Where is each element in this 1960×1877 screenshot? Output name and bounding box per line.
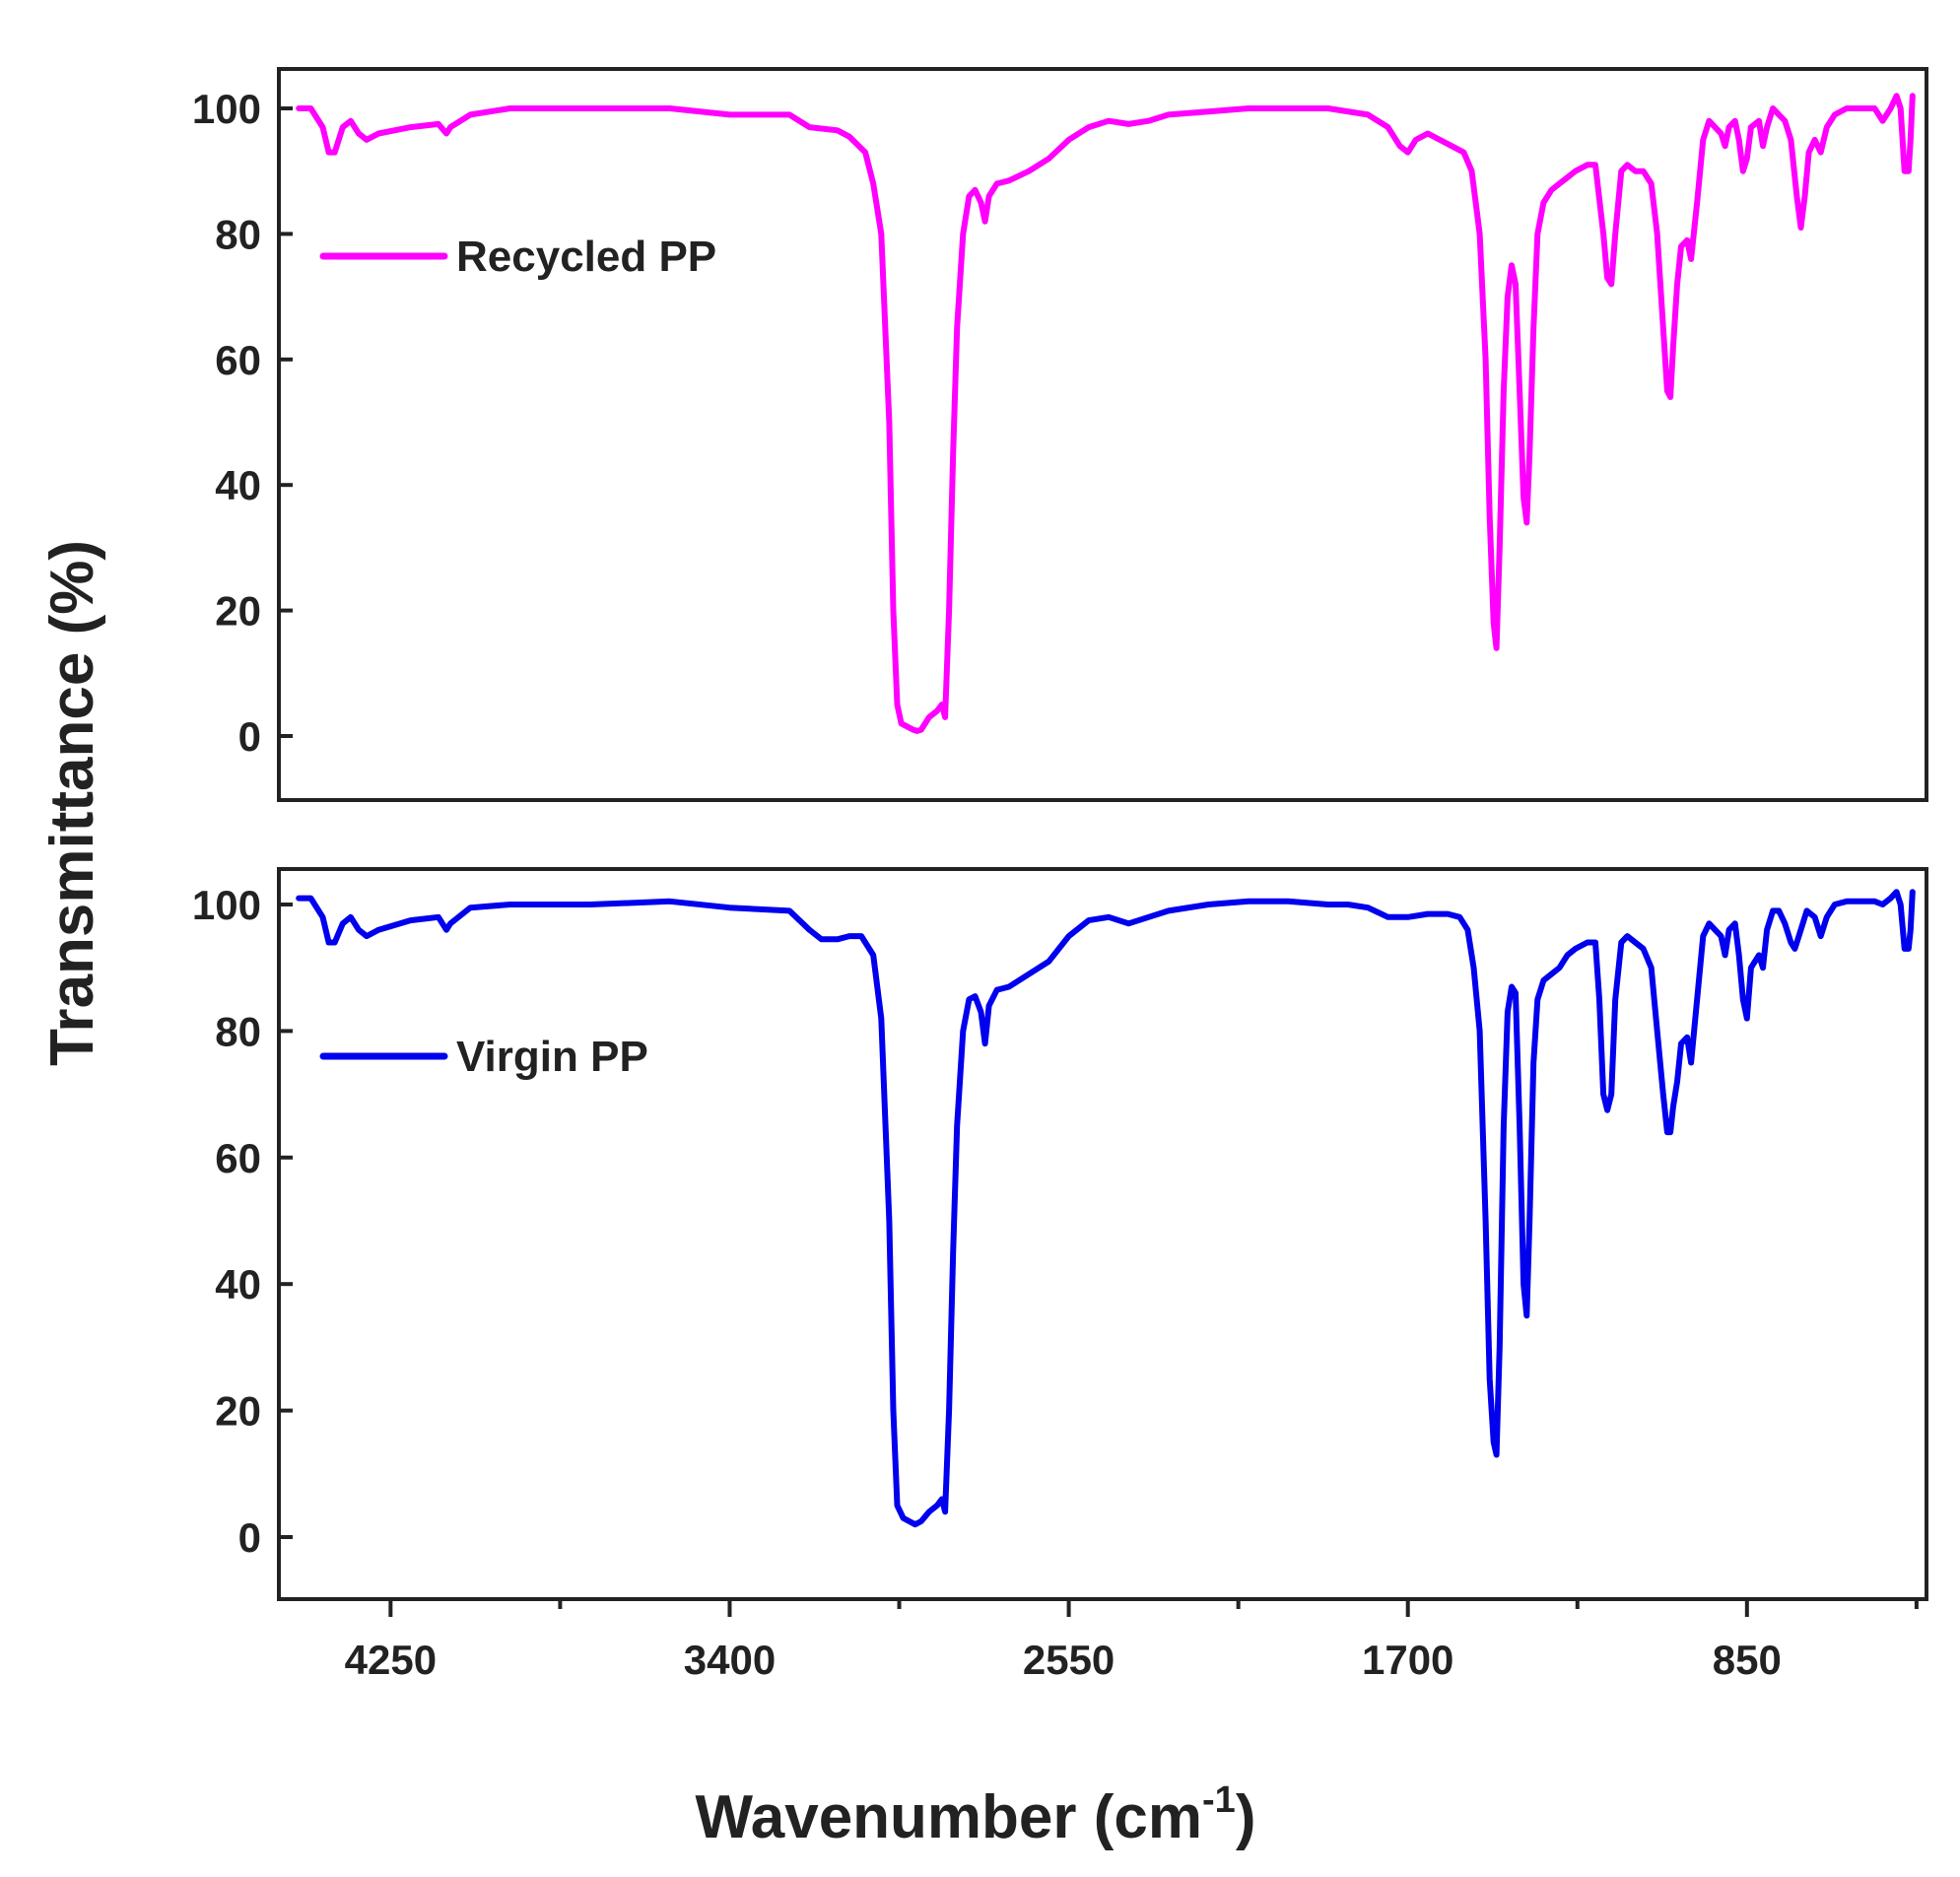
x-axis-title-superscript: -1 [1202, 1779, 1236, 1821]
y-tick-label: 60 [215, 337, 261, 383]
y-axis-title: Transmittance (%) [38, 540, 106, 1066]
y-tick-label: 40 [215, 1261, 261, 1307]
y-tick-label: 100 [192, 86, 261, 132]
panel-virgin-pp: 0 20 40 60 80 100 Virgin PP [192, 867, 1928, 1601]
x-tick-label: 1700 [1362, 1637, 1453, 1683]
y-tick-label: 0 [238, 713, 261, 760]
y-tick-label: 80 [215, 211, 261, 257]
legend-label: Recycled PP [456, 233, 716, 281]
plot-frame [277, 867, 1928, 1601]
y-tick-label: 80 [215, 1008, 261, 1054]
x-axis: 4250 3400 2550 1700 850 [345, 1599, 1919, 1683]
x-tick-label: 3400 [684, 1637, 776, 1683]
y-tick-label: 100 [192, 882, 261, 928]
plot-frame [277, 67, 1928, 802]
series-line-recycled-pp [296, 93, 1916, 734]
y-tick-label: 60 [215, 1135, 261, 1181]
legend-label: Virgin PP [456, 1033, 648, 1081]
y-tick-label: 20 [215, 588, 261, 635]
x-axis-title: Wavenumber (cm-1) [696, 1779, 1256, 1851]
y-tick-label: 0 [238, 1514, 261, 1561]
panel-recycled-pp: 0 20 40 60 80 100 Recycled PP [192, 67, 1928, 802]
x-axis-title-close: ) [1236, 1783, 1256, 1851]
x-axis-title-main: Wavenumber (cm [696, 1783, 1203, 1851]
x-tick-label: 850 [1713, 1637, 1782, 1683]
y-tick-label: 20 [215, 1388, 261, 1435]
y-tick-label: 40 [215, 462, 261, 508]
x-tick-label: 2550 [1023, 1637, 1115, 1683]
series-line-virgin-pp [296, 889, 1916, 1528]
x-tick-label: 4250 [345, 1637, 437, 1683]
